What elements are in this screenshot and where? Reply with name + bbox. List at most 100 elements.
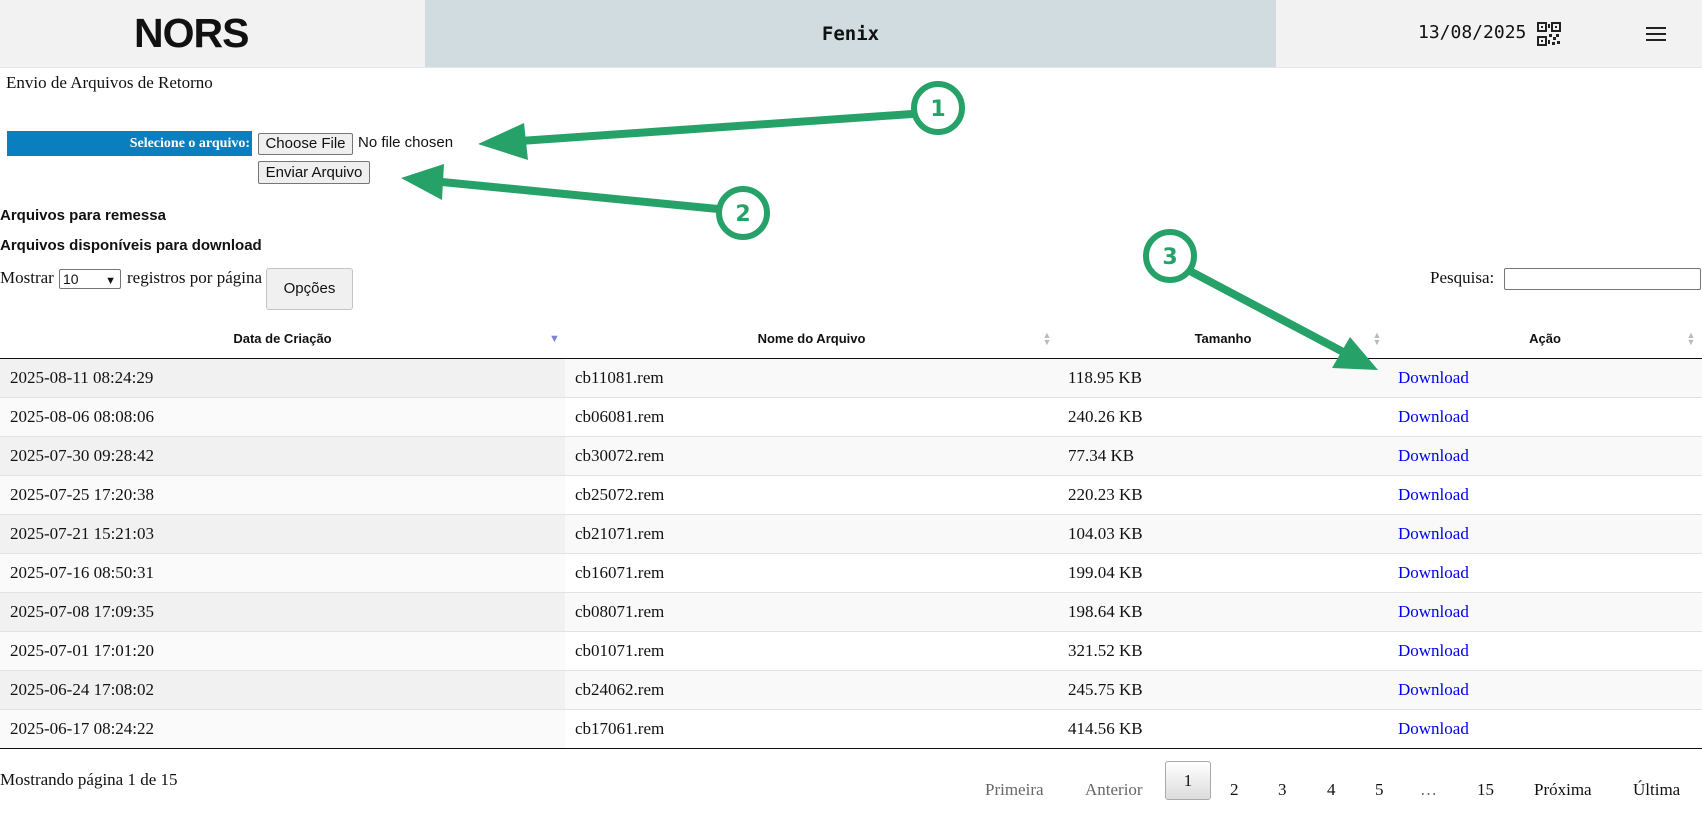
pagination-page[interactable]: 2 [1230,780,1239,799]
sort-both-icon: ▲ ▼ [1042,330,1052,347]
cell-action: Download [1388,631,1702,671]
cell-name: cb30072.rem [565,436,1058,476]
file-select-label: Selecione o arquivo: [7,131,252,156]
column-name-label: Nome do Arquivo [757,330,866,346]
pagination-previous[interactable]: Anterior [1085,780,1143,799]
cell-action: Download [1388,514,1702,554]
cell-date: 2025-07-08 17:09:35 [0,592,565,632]
annotation-marker-2: 2 [716,186,770,240]
annotation-marker-3: 3 [1143,229,1197,283]
sort-both-icon: ▲ ▼ [1686,330,1696,347]
column-date[interactable]: Data de Criação ▼ [0,318,565,359]
cell-name: cb24062.rem [565,670,1058,710]
cell-name: cb01071.rem [565,631,1058,671]
section-download-title: Arquivos disponíveis para download [0,237,262,254]
cell-size: 245.75 KB [1058,670,1388,710]
cell-size: 321.52 KB [1058,631,1388,671]
hamburger-menu-icon[interactable] [1644,24,1668,44]
section-remessa-title: Arquivos para remessa [0,207,166,224]
download-link[interactable]: Download [1398,485,1469,504]
page-size-value: 10 [63,271,79,287]
column-name[interactable]: Nome do Arquivo ▲ ▼ [565,318,1058,359]
table-row: 2025-08-11 08:24:29 cb11081.rem 118.95 K… [0,358,1702,398]
pagination-ellipsis: … [1420,780,1437,799]
download-link[interactable]: Download [1398,719,1469,738]
table-row: 2025-07-21 15:21:03 cb21071.rem 104.03 K… [0,514,1702,554]
pagination-info: Mostrando página 1 de 15 [0,770,178,789]
download-link[interactable]: Download [1398,563,1469,582]
cell-action: Download [1388,670,1702,710]
cell-action: Download [1388,436,1702,476]
page-size-select[interactable]: 10 ▼ [59,269,121,289]
download-link[interactable]: Download [1398,446,1469,465]
svg-text:3: 3 [1162,245,1177,270]
cell-size: 198.64 KB [1058,592,1388,632]
pagination-first[interactable]: Primeira [985,780,1044,799]
column-size[interactable]: Tamanho ▲ ▼ [1058,318,1388,359]
download-link[interactable]: Download [1398,641,1469,660]
pagination-page-current[interactable]: 1 [1165,761,1211,800]
annotation-marker-1: 1 [911,81,965,135]
no-file-text: No file chosen [358,134,454,151]
download-link[interactable]: Download [1398,407,1469,426]
cell-action: Download [1388,592,1702,632]
show-prefix: Mostrar [0,268,54,287]
cell-date: 2025-08-11 08:24:29 [0,358,565,398]
top-header: NORS Fenix 13/08/2025 [0,0,1702,68]
pagination-page[interactable]: 4 [1327,780,1336,799]
pagination-last-page[interactable]: 15 [1477,780,1494,799]
annotation-arrow-1 [478,110,916,160]
pagination-page[interactable]: 3 [1278,780,1287,799]
svg-text:2: 2 [735,202,750,227]
sort-desc-icon: ▼ [549,333,560,345]
table-row: 2025-06-24 17:08:02 cb24062.rem 245.75 K… [0,670,1702,710]
cell-size: 118.95 KB [1058,358,1388,398]
cell-size: 220.23 KB [1058,475,1388,515]
cell-date: 2025-06-24 17:08:02 [0,670,565,710]
download-link[interactable]: Download [1398,368,1469,387]
download-link[interactable]: Download [1398,524,1469,543]
cell-size: 104.03 KB [1058,514,1388,554]
cell-date: 2025-07-16 08:50:31 [0,553,565,593]
choose-file-button[interactable]: Choose File [258,133,353,155]
cell-size: 414.56 KB [1058,709,1388,749]
column-date-label: Data de Criação [233,330,332,346]
cell-date: 2025-07-30 09:28:42 [0,436,565,476]
cell-name: cb06081.rem [565,397,1058,437]
annotation-arrow-2 [401,164,722,213]
nors-logo[interactable]: NORS [134,10,249,56]
table-row: 2025-06-17 08:24:22 cb17061.rem 414.56 K… [0,709,1702,749]
qr-code-icon[interactable] [1537,22,1561,46]
cell-size: 199.04 KB [1058,553,1388,593]
cell-date: 2025-06-17 08:24:22 [0,709,565,749]
search-input[interactable] [1504,268,1701,290]
page-heading: Envio de Arquivos de Retorno [6,73,213,92]
cell-date: 2025-08-06 08:08:06 [0,397,565,437]
download-link[interactable]: Download [1398,680,1469,699]
cell-action: Download [1388,358,1702,398]
table-row: 2025-07-01 17:01:20 cb01071.rem 321.52 K… [0,631,1702,671]
cell-name: cb25072.rem [565,475,1058,515]
current-date: 13/08/2025 [1418,22,1527,43]
cell-name: cb17061.rem [565,709,1058,749]
cell-date: 2025-07-25 17:20:38 [0,475,565,515]
sort-both-icon: ▲ ▼ [1372,330,1382,347]
table-header-row: Data de Criação ▼ Nome do Arquivo ▲ ▼ Taman… [0,318,1702,359]
chevron-down-icon: ▼ [105,275,116,287]
svg-text:1: 1 [930,97,945,122]
app-title-bar: Fenix [425,0,1276,67]
cell-action: Download [1388,475,1702,515]
column-action[interactable]: Ação ▲ ▼ [1388,318,1702,359]
options-button[interactable]: Opções [266,268,353,310]
download-link[interactable]: Download [1398,602,1469,621]
cell-size: 77.34 KB [1058,436,1388,476]
show-suffix: registros por página [127,268,263,287]
pagination-next[interactable]: Próxima [1534,780,1592,799]
table-row: 2025-07-08 17:09:35 cb08071.rem 198.64 K… [0,592,1702,632]
pagination-page[interactable]: 5 [1375,780,1384,799]
cell-action: Download [1388,553,1702,593]
pagination-last[interactable]: Última [1633,780,1681,799]
cell-date: 2025-07-21 15:21:03 [0,514,565,554]
column-action-label: Ação [1529,330,1561,346]
send-file-button[interactable]: Enviar Arquivo [258,161,370,184]
